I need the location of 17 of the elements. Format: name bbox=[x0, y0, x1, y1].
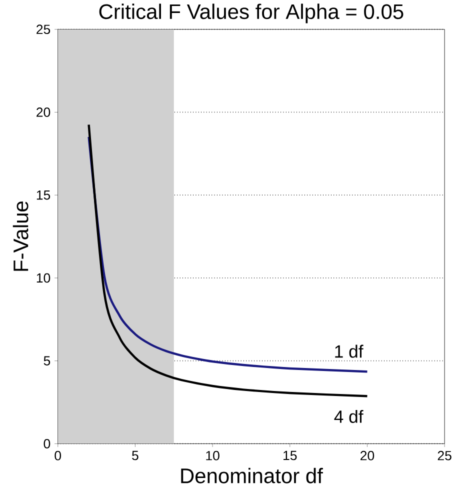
x-tick-label: 10 bbox=[206, 450, 220, 460]
series-label: 4 df bbox=[334, 410, 364, 423]
y-tick-label: 20 bbox=[36, 108, 50, 117]
y-tick-label: 15 bbox=[37, 190, 50, 200]
y-tick-label: 10 bbox=[37, 273, 50, 283]
series-label: 1 df bbox=[335, 344, 364, 358]
chart-title: Critical F Values for Alpha = 0.05 bbox=[100, 4, 404, 24]
x-tick-label: 15 bbox=[284, 450, 297, 460]
y-tick-label: 5 bbox=[44, 356, 50, 366]
y-axis-title: F-Value bbox=[13, 201, 28, 271]
x-tick-label: 0 bbox=[54, 450, 62, 460]
y-tick-label: 0 bbox=[44, 439, 50, 448]
x-tick-label: 5 bbox=[132, 450, 139, 460]
x-axis-title: Denominator df bbox=[181, 468, 324, 484]
y-tick-label: 25 bbox=[36, 24, 50, 34]
x-tick-label: 20 bbox=[360, 450, 374, 460]
x-tick-label: 25 bbox=[438, 450, 452, 460]
